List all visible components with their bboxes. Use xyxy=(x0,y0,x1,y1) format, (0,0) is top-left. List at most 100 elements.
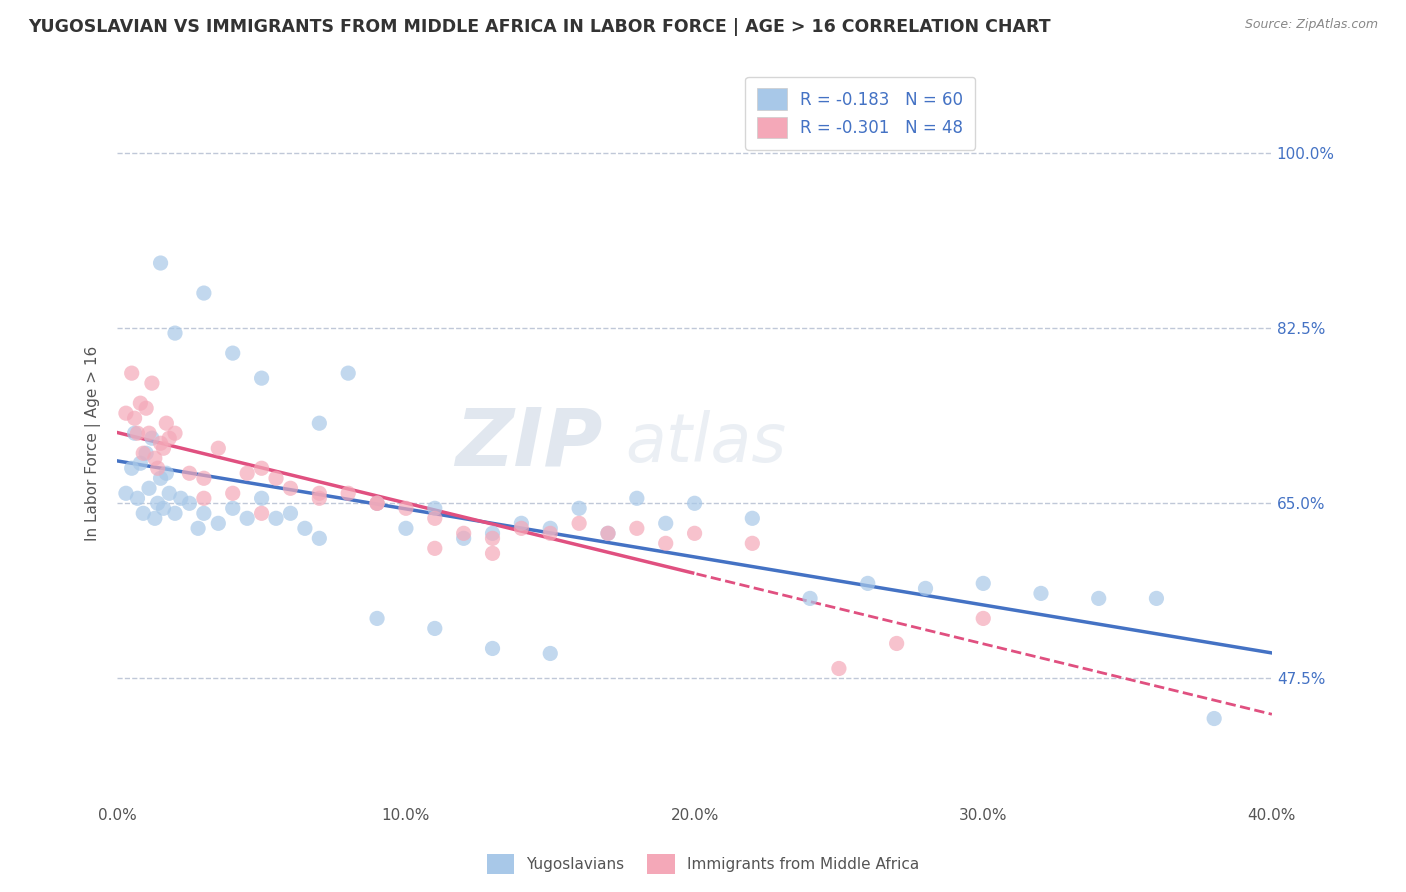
Point xyxy=(236,467,259,481)
Point xyxy=(149,436,172,450)
Point xyxy=(250,371,273,385)
Point xyxy=(395,501,418,516)
Point xyxy=(121,366,143,380)
Point xyxy=(914,582,936,596)
Point xyxy=(856,576,879,591)
Point xyxy=(138,426,160,441)
Point xyxy=(481,641,503,656)
Point xyxy=(308,416,330,430)
Point xyxy=(510,521,533,535)
Point xyxy=(538,521,561,535)
Point xyxy=(179,496,201,510)
Y-axis label: In Labor Force | Age > 16: In Labor Force | Age > 16 xyxy=(86,345,101,541)
Point xyxy=(568,516,591,531)
Point xyxy=(481,532,503,546)
Point xyxy=(121,461,143,475)
Point xyxy=(170,491,193,506)
Point xyxy=(163,426,186,441)
Point xyxy=(683,526,706,541)
Point xyxy=(481,546,503,560)
Point xyxy=(1146,591,1168,606)
Point xyxy=(155,467,177,481)
Point xyxy=(127,426,149,441)
Point xyxy=(453,526,475,541)
Point xyxy=(264,471,287,485)
Point xyxy=(138,481,160,495)
Point xyxy=(510,516,533,531)
Text: atlas: atlas xyxy=(626,410,786,476)
Point xyxy=(423,541,446,556)
Point xyxy=(207,516,229,531)
Point xyxy=(143,511,166,525)
Point xyxy=(127,491,149,506)
Point xyxy=(366,611,388,625)
Point xyxy=(654,516,676,531)
Point xyxy=(280,481,302,495)
Legend: Yugoslavians, Immigrants from Middle Africa: Yugoslavians, Immigrants from Middle Afr… xyxy=(481,848,925,880)
Point xyxy=(149,256,172,270)
Point xyxy=(236,511,259,525)
Point xyxy=(132,446,155,460)
Point xyxy=(366,496,388,510)
Point xyxy=(972,611,994,625)
Point xyxy=(129,456,152,470)
Point xyxy=(155,416,177,430)
Point xyxy=(115,486,138,500)
Point xyxy=(741,511,763,525)
Point xyxy=(294,521,316,535)
Point xyxy=(250,461,273,475)
Point xyxy=(222,486,245,500)
Point xyxy=(423,511,446,525)
Point xyxy=(538,647,561,661)
Point xyxy=(453,532,475,546)
Point xyxy=(626,491,648,506)
Point xyxy=(395,521,418,535)
Point xyxy=(828,661,851,675)
Point xyxy=(250,506,273,520)
Point xyxy=(193,506,215,520)
Point xyxy=(308,532,330,546)
Point xyxy=(481,526,503,541)
Point xyxy=(141,376,163,391)
Point xyxy=(141,431,163,445)
Point xyxy=(886,636,908,650)
Point xyxy=(568,501,591,516)
Point xyxy=(124,426,146,441)
Point xyxy=(152,501,174,516)
Point xyxy=(337,366,360,380)
Point xyxy=(129,396,152,410)
Point xyxy=(538,526,561,541)
Point xyxy=(222,501,245,516)
Point xyxy=(132,506,155,520)
Point xyxy=(135,401,157,416)
Point xyxy=(135,446,157,460)
Point xyxy=(146,461,169,475)
Point xyxy=(124,411,146,425)
Point xyxy=(1029,586,1052,600)
Point xyxy=(163,326,186,340)
Legend: R = -0.183   N = 60, R = -0.301   N = 48: R = -0.183 N = 60, R = -0.301 N = 48 xyxy=(745,77,974,150)
Point xyxy=(423,501,446,516)
Point xyxy=(337,486,360,500)
Point xyxy=(799,591,821,606)
Point xyxy=(308,491,330,506)
Point xyxy=(193,491,215,506)
Point xyxy=(149,471,172,485)
Point xyxy=(152,442,174,456)
Point xyxy=(207,442,229,456)
Point xyxy=(1087,591,1109,606)
Point xyxy=(250,491,273,506)
Point xyxy=(626,521,648,535)
Point xyxy=(972,576,994,591)
Point xyxy=(308,486,330,500)
Point xyxy=(654,536,676,550)
Point xyxy=(193,286,215,301)
Text: Source: ZipAtlas.com: Source: ZipAtlas.com xyxy=(1244,18,1378,31)
Text: YUGOSLAVIAN VS IMMIGRANTS FROM MIDDLE AFRICA IN LABOR FORCE | AGE > 16 CORRELATI: YUGOSLAVIAN VS IMMIGRANTS FROM MIDDLE AF… xyxy=(28,18,1050,36)
Text: ZIP: ZIP xyxy=(454,404,602,483)
Point xyxy=(146,496,169,510)
Point xyxy=(1204,712,1226,726)
Point xyxy=(187,521,209,535)
Point xyxy=(741,536,763,550)
Point xyxy=(163,506,186,520)
